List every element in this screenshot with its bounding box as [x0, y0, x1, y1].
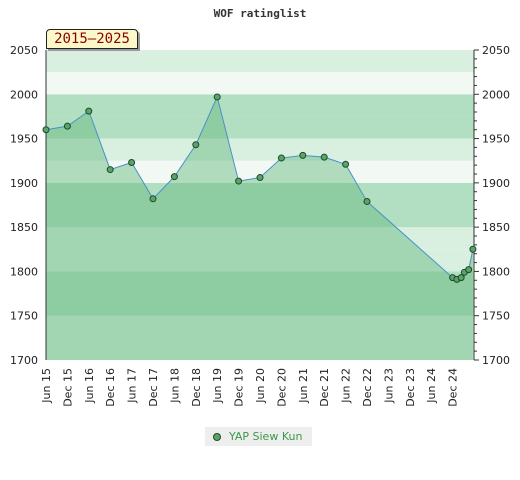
area-fill — [46, 96, 473, 360]
x-tick-label: Jun 19 — [211, 368, 224, 404]
band-1950 — [46, 116, 474, 139]
data-point — [63, 122, 71, 130]
y-tick-label-right: 1900 — [482, 177, 510, 190]
legend[interactable]: YAP Siew Kun — [205, 427, 313, 446]
data-point — [457, 274, 465, 282]
axes — [45, 49, 479, 361]
x-tick-label: Dec 18 — [190, 368, 203, 407]
y-tick-label-left: 1700 — [10, 354, 38, 367]
data-point — [42, 126, 50, 134]
x-tick-label: Dec 19 — [233, 368, 246, 407]
data-points — [42, 93, 477, 283]
y-tick-label-left: 1750 — [10, 310, 38, 323]
data-point — [149, 195, 157, 203]
band-1900 — [46, 160, 474, 183]
legend-marker-icon — [213, 432, 221, 441]
y-tick-label-right: 1950 — [482, 133, 510, 146]
x-tick-label: Jun 15 — [40, 368, 53, 404]
band-1850 — [46, 205, 474, 228]
legend-label: YAP Siew Kun — [229, 430, 303, 443]
y-tick-label-left: 2000 — [10, 88, 38, 101]
band-2000 — [46, 72, 474, 95]
x-tick-label: Jun 22 — [340, 368, 353, 404]
x-tick-label: Jun 24 — [425, 368, 438, 404]
y-tick-label-right: 2000 — [482, 88, 510, 101]
period-label-box: 2015–2025 — [46, 29, 138, 49]
x-tick-label: Jun 16 — [83, 368, 96, 404]
x-tick-label: Dec 21 — [318, 368, 331, 407]
data-point — [85, 107, 93, 115]
band-1775 — [46, 271, 474, 294]
band-1800 — [46, 249, 474, 272]
background-bands — [46, 50, 474, 360]
y-axis-left-labels: 1700 1750 1800 1850 1900 1950 2000 2050 — [10, 44, 38, 367]
y-tick-label-left: 2050 — [10, 44, 38, 57]
y-tick-label-right: 1800 — [482, 265, 510, 278]
x-tick-label: Jun 18 — [168, 368, 181, 404]
band-1825 — [46, 227, 474, 250]
y-tick-label-left: 1850 — [10, 221, 38, 234]
data-point — [469, 245, 477, 253]
band-1750 — [46, 293, 474, 316]
x-tick-label: Dec 24 — [447, 368, 460, 407]
x-tick-label: Dec 22 — [361, 368, 374, 407]
x-tick-label: Jun 20 — [254, 368, 267, 404]
data-point — [192, 141, 200, 149]
data-point — [320, 153, 328, 161]
band-1700 — [46, 337, 474, 360]
y-tick-label-right: 1700 — [482, 354, 510, 367]
band-1925 — [46, 138, 474, 161]
data-point — [256, 174, 264, 182]
x-tick-label: Dec 20 — [275, 368, 288, 407]
data-point — [299, 151, 307, 159]
x-tick-label: Dec 17 — [147, 368, 160, 407]
data-point — [128, 158, 136, 166]
band-1975 — [46, 94, 474, 117]
data-point — [342, 160, 350, 168]
data-point — [363, 197, 371, 205]
band-2025 — [46, 50, 474, 73]
x-tick-label: Dec 15 — [61, 368, 74, 407]
y-tick-label-right: 2050 — [482, 44, 510, 57]
y-tick-label-right: 1750 — [482, 310, 510, 323]
y-tick-label-left: 1900 — [10, 177, 38, 190]
band-1725 — [46, 315, 474, 338]
data-point — [235, 177, 243, 185]
y-axis-right-labels: 1700 1750 1800 1850 1900 1950 2000 2050 — [482, 44, 510, 367]
period-label: 2015–2025 — [54, 31, 130, 47]
data-point — [277, 154, 285, 162]
data-point — [213, 93, 221, 101]
chart-title: WOF ratinglist — [214, 7, 307, 20]
data-point — [465, 266, 473, 274]
x-axis-labels: Jun 15 Dec 15 Jun 16 Dec 16 Jun 17 Dec 17 Jun … — [40, 368, 460, 407]
x-tick-label: Dec 23 — [404, 368, 417, 407]
x-tick-label: Jun 21 — [297, 368, 310, 404]
data-point — [106, 166, 114, 174]
x-tick-label: Jun 23 — [382, 368, 395, 404]
y-tick-label-right: 1850 — [482, 221, 510, 234]
x-tick-label: Dec 16 — [104, 368, 117, 407]
data-point — [170, 173, 178, 181]
y-tick-label-left: 1950 — [10, 133, 38, 146]
y-tick-label-left: 1800 — [10, 265, 38, 278]
x-tick-label: Jun 17 — [126, 368, 139, 404]
